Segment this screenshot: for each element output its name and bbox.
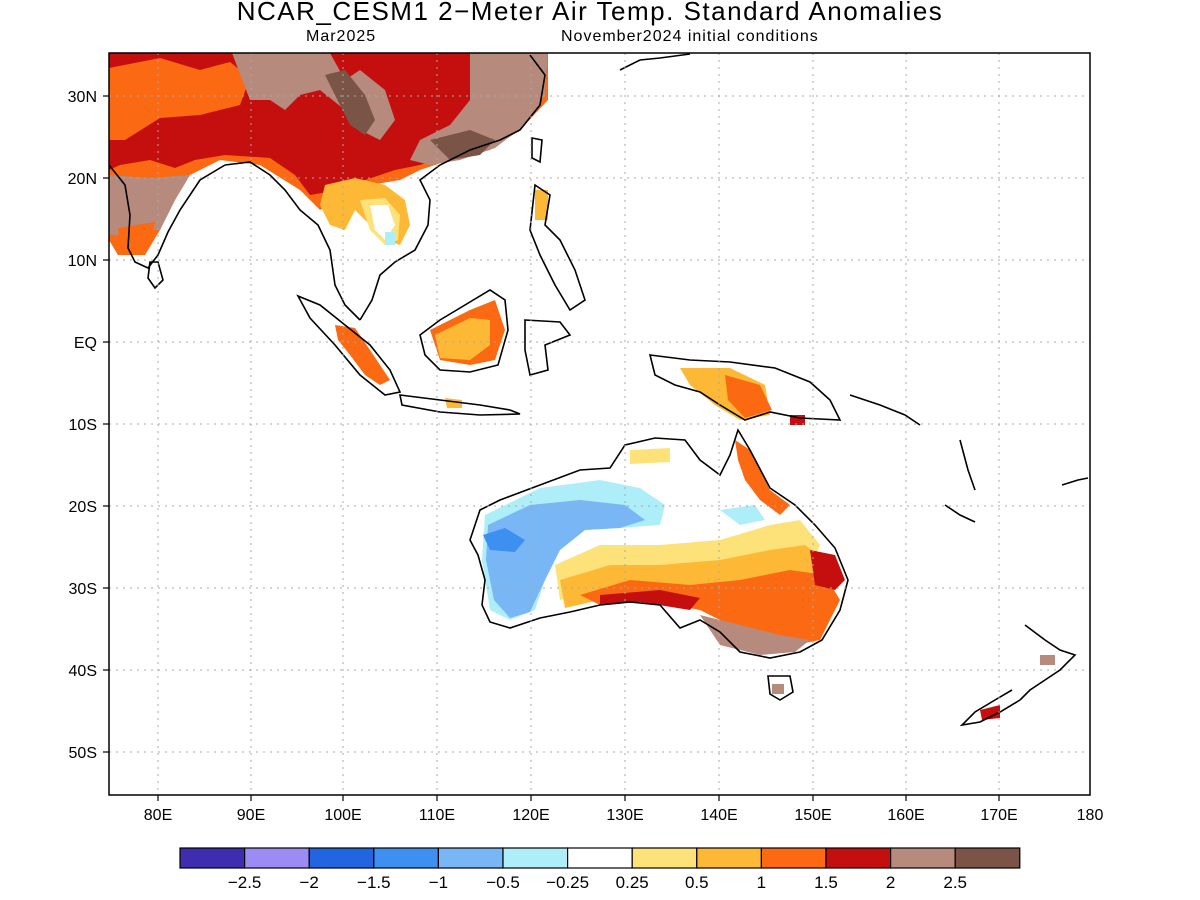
anomaly-region-australia-red-orange [580, 570, 840, 648]
lat-label-40s: 40S [69, 663, 97, 680]
colorbar-cell-10 [825, 847, 892, 869]
coastline-indochina [359, 54, 546, 321]
gridlines [109, 53, 1090, 795]
coastline-nz-north [1019, 624, 1077, 701]
anomaly-region-philippines [535, 190, 548, 220]
colorbar-label-6: 0.25 [616, 873, 649, 892]
lat-label-10s: 10S [69, 417, 97, 434]
anomaly-region-asia-brown-dark [325, 70, 375, 135]
lon-label-180: 180 [1077, 807, 1104, 824]
coastline-philippines [529, 183, 586, 312]
colorbar-label-4: −0.5 [486, 873, 520, 892]
colorbar-cell-8 [696, 847, 762, 869]
lon-label-110e: 110E [419, 807, 455, 824]
coastline-sulawesi [524, 319, 572, 377]
tick-marks [103, 95, 1000, 801]
forecast-month: Mar2025 [306, 28, 377, 45]
colorbar-cell-2 [308, 847, 375, 869]
lat-label-30n: 30N [68, 89, 97, 106]
lon-label-140e: 140E [700, 807, 737, 824]
anomaly-region-nz-north [1040, 655, 1055, 665]
coastline-japan [619, 53, 691, 71]
anomaly-region-top-end [630, 448, 670, 464]
colorbar-cell-6 [566, 847, 633, 869]
colorbar-label-5: −0.25 [546, 873, 589, 892]
lat-label-eq: EQ [74, 335, 97, 352]
anomaly-shading [109, 53, 1055, 720]
lon-label-80e: 80E [144, 807, 172, 824]
lat-label-20s: 20S [69, 499, 97, 516]
anomaly-region-borneo-yellow [435, 318, 490, 360]
coastlines [109, 53, 1089, 727]
colorbar-cell-4 [437, 847, 504, 869]
lon-label-120e: 120E [512, 807, 549, 824]
anomaly-region-australia-blue-light [486, 500, 645, 618]
colorbar-label-10: 2 [886, 873, 895, 892]
coastline-bay-of-bengal [224, 161, 361, 321]
colorbar-label-1: −2 [300, 873, 319, 892]
coastline-java [398, 394, 521, 416]
colorbar: −2.5 −2 −1.5 −1 −0.5 −0.25 0.25 0.5 1 1.5 2 2.5 [179, 847, 1021, 892]
colorbar-label-0: −2.5 [228, 873, 262, 892]
lat-label-50s: 50S [69, 745, 97, 762]
anomaly-region-asia-orange-2 [109, 58, 250, 140]
colorbar-cell-0 [179, 847, 246, 869]
coastline-new-guinea [648, 354, 842, 421]
anomaly-region-new-guinea-red [725, 375, 772, 418]
colorbar-cell-11 [889, 847, 956, 869]
coastline-vanuatu [959, 439, 976, 491]
coastline-new-caledonia [944, 504, 976, 523]
coastline-sri-lanka [147, 261, 164, 290]
colorbar-label-11: 2.5 [943, 873, 967, 892]
anomaly-region-sumatra [335, 325, 390, 385]
colorbar-cell-9 [760, 847, 827, 869]
coastline-sumatra [296, 294, 402, 396]
colorbar-label-9: 1.5 [814, 873, 838, 892]
colorbar-cell-1 [244, 847, 310, 869]
anomaly-region-china-dark [430, 130, 495, 160]
anomaly-region-australia-lake [720, 505, 765, 525]
colorbar-label-3: −1 [429, 873, 448, 892]
lon-label-150e: 150E [794, 807, 831, 824]
colorbar-label-7: 0.5 [685, 873, 709, 892]
coastline-fiji [1061, 477, 1089, 486]
colorbar-label-2: −1.5 [357, 873, 391, 892]
initial-conditions: November2024 initial conditions [561, 28, 819, 45]
coastline-australia [469, 428, 849, 659]
colorbar-label-8: 1 [757, 873, 766, 892]
anomaly-region-nz-south [980, 705, 1000, 720]
colorbar-cell-12 [954, 847, 1021, 869]
anomaly-region-cape-york [735, 440, 790, 515]
anomaly-region-australia-red-south [600, 590, 700, 610]
colorbar-cell-7 [631, 847, 698, 869]
anomaly-region-australia-brown [700, 615, 810, 655]
lat-label-20n: 20N [68, 171, 97, 188]
coastline-borneo [419, 289, 509, 373]
lon-label-130e: 130E [606, 807, 643, 824]
anomaly-region-indochina-cyan [385, 232, 395, 245]
anomaly-region-india-orange [118, 222, 155, 255]
coastline-nz-south [959, 689, 1021, 727]
lat-label-10n: 10N [68, 253, 97, 270]
lat-label-30s: 30S [69, 581, 97, 598]
colorbar-cell-3 [373, 847, 439, 869]
anomaly-region-tasmania [772, 684, 784, 694]
coastline-taiwan [531, 137, 543, 164]
anomaly-region-australia-blue [483, 528, 525, 552]
lon-label-90e: 90E [237, 807, 265, 824]
lon-label-160e: 160E [887, 807, 924, 824]
lon-label-100e: 100E [324, 807, 361, 824]
coastline-solomons [849, 394, 921, 426]
anomaly-region-indochina-white [370, 205, 395, 240]
colorbar-cell-5 [502, 847, 569, 869]
anomaly-region-australia-red [810, 550, 845, 590]
map-title: NCAR_CESM1 2−Meter Air Temp. Standard An… [236, 0, 944, 26]
lon-label-170e: 170E [980, 807, 1017, 824]
coastline-india [109, 164, 226, 269]
coastline-tasmania [767, 675, 794, 701]
